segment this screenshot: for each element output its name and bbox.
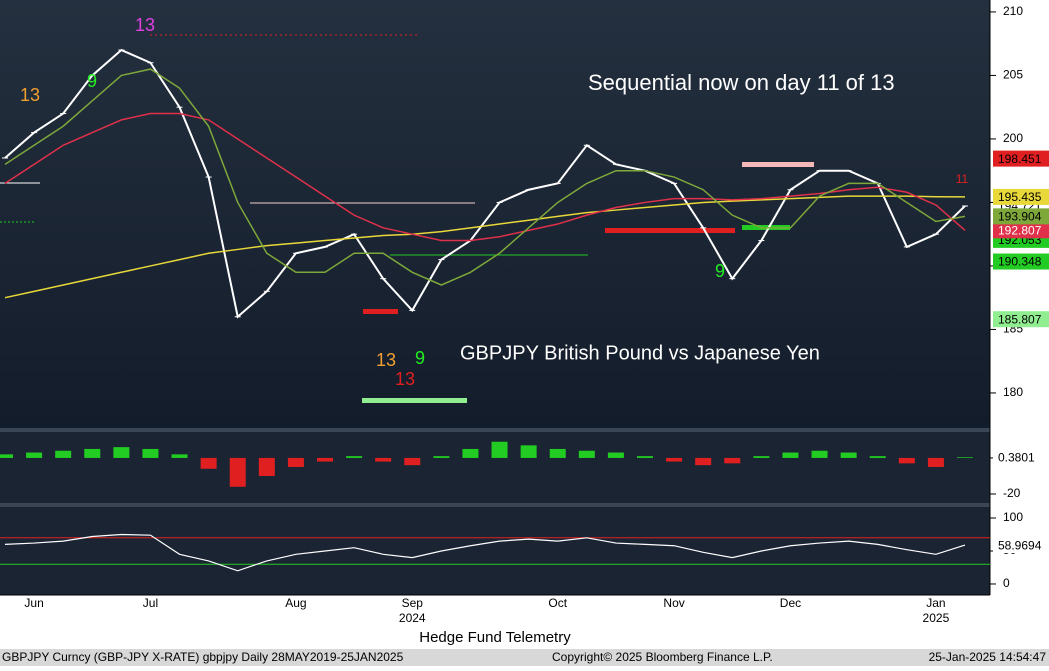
td-lines <box>0 34 814 403</box>
value-tag-label: 193.904 <box>998 210 1042 224</box>
bar <box>0 454 13 458</box>
bar <box>113 447 130 458</box>
td-count: 13 <box>395 369 415 389</box>
bar <box>811 450 828 458</box>
y-tick-label: 0 <box>1003 576 1010 590</box>
brand: Hedge Fund Telemetry <box>419 629 571 646</box>
y-tick-label: 205 <box>1003 68 1023 82</box>
value-tag <box>993 188 1049 205</box>
td-count: 13 <box>20 85 40 105</box>
bar <box>346 456 363 458</box>
bar <box>287 457 304 467</box>
bar <box>578 450 595 458</box>
timestamp: 25-Jan-2025 14:54:47 <box>929 650 1047 664</box>
bar <box>171 454 188 458</box>
x-tick-label: Jun <box>24 596 43 610</box>
value-tag <box>993 253 1049 270</box>
x-tick-label: Aug <box>285 596 306 610</box>
value-tag <box>993 150 1049 167</box>
bar <box>55 450 72 458</box>
copyright: Copyright© 2025 Bloomberg Finance L.P. <box>552 650 773 664</box>
line <box>4 195 966 299</box>
bar <box>491 441 508 458</box>
td-count: 9 <box>87 71 97 91</box>
bar <box>404 457 421 466</box>
divider <box>0 428 990 432</box>
bar <box>637 456 653 458</box>
bar <box>782 452 799 458</box>
value-tag <box>993 208 1049 225</box>
bar <box>229 457 246 487</box>
line <box>4 533 966 572</box>
td-count: 11 <box>956 172 969 186</box>
value-tag-label: 198.451 <box>998 152 1042 166</box>
x-tick-label: Sep <box>402 596 424 610</box>
td-count: 9 <box>415 348 425 368</box>
bar <box>840 452 857 458</box>
value-tag <box>993 537 1049 554</box>
bar <box>433 456 450 458</box>
x-tick-label: Dec <box>780 596 801 610</box>
bar <box>957 457 973 458</box>
bar <box>200 457 217 469</box>
rsi-panel <box>0 507 990 595</box>
security: GBPJPY Curncy (GBP-JPY X-RATE) gbpjpy Da… <box>2 650 404 664</box>
td-count: 13 <box>135 15 155 35</box>
line <box>4 68 966 286</box>
value-tag-label: 0.3801 <box>998 450 1035 464</box>
value-tag-label: 195.435 <box>998 190 1042 204</box>
bar <box>607 452 624 458</box>
y-tick-label: 210 <box>1003 4 1023 18</box>
bar <box>26 452 43 458</box>
bar <box>462 448 479 458</box>
value-tag-label: 190.348 <box>998 255 1042 269</box>
bar <box>898 457 915 464</box>
annotation: Sequential now on day 11 of 13 <box>588 70 895 95</box>
bar <box>724 457 741 464</box>
x-tick-label: Nov <box>663 596 684 610</box>
bar <box>695 457 712 466</box>
footer-bar <box>0 649 1049 666</box>
bar <box>549 448 566 458</box>
divider <box>0 503 990 507</box>
x-tick-label: Jul <box>143 596 158 610</box>
bar <box>317 457 333 462</box>
bar <box>927 457 944 467</box>
value-tag-label: 192.807 <box>998 223 1042 237</box>
bar <box>258 457 275 476</box>
bar <box>84 448 101 458</box>
bar <box>666 457 683 462</box>
line <box>4 112 966 242</box>
td-count: 13 <box>376 350 396 370</box>
td-count: 9 <box>715 261 725 281</box>
x-year-label: 2025 <box>923 611 950 625</box>
y-tick-label: 200 <box>1003 131 1023 145</box>
bar <box>520 445 537 458</box>
bar <box>753 456 770 458</box>
line <box>4 48 966 319</box>
value-tag <box>993 449 1049 466</box>
chart-title-1: GBPJPY British Pound vs Japanese Yen <box>460 342 820 364</box>
bar <box>142 448 159 458</box>
price-panel <box>0 0 990 428</box>
y-tick-label: -20 <box>1003 486 1021 500</box>
value-tag-label: 185.807 <box>998 312 1042 326</box>
value-tag <box>993 222 1049 239</box>
value-tag-label: 58.9694 <box>998 538 1042 552</box>
bar <box>375 457 392 462</box>
bar <box>869 456 886 458</box>
value-tag <box>993 311 1049 328</box>
x-tick-label: Jan <box>926 596 945 610</box>
y-tick-label: 180 <box>1003 385 1023 399</box>
y-tick-label: 100 <box>1003 510 1023 524</box>
x-year-label: 2024 <box>399 611 426 625</box>
x-tick-label: Oct <box>548 596 567 610</box>
